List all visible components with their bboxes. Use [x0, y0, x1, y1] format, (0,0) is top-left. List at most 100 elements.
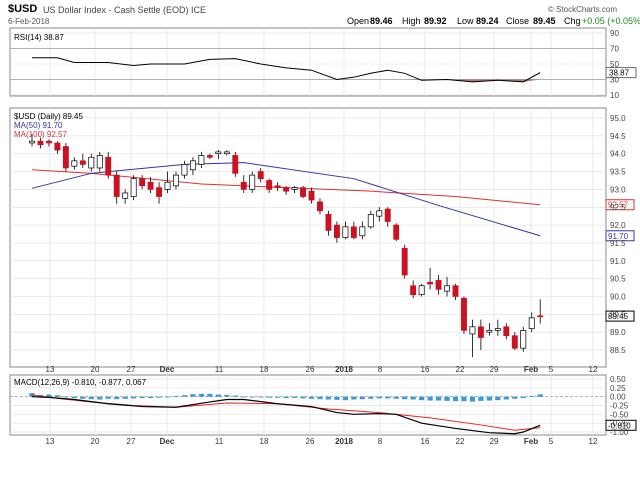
candle-body — [62, 146, 69, 169]
quote-date: 6-Feb-2018 — [8, 17, 50, 26]
macd-histogram-bar — [139, 396, 145, 399]
x-axis-tick-label: 2018 — [335, 365, 353, 374]
high-label: High — [402, 16, 421, 26]
macd-histogram-bar — [486, 396, 492, 401]
macd-histogram-bar — [393, 396, 399, 399]
macd-tick-label: -0.75 — [610, 419, 629, 428]
chg-value: +0.05 (+0.05%) — [582, 16, 640, 26]
macd-histogram-bar — [503, 396, 509, 400]
candle-body — [435, 280, 442, 290]
candle-body — [206, 155, 213, 158]
ma100-value-badge-label: 92.57 — [608, 201, 629, 210]
candle-body — [156, 187, 162, 197]
price-tick-label: 92.0 — [610, 221, 626, 230]
macd-histogram-bar — [232, 395, 238, 397]
rsi-tick-label: 30 — [610, 76, 619, 85]
candle-body — [240, 181, 247, 190]
ma50-value-badge — [605, 230, 635, 242]
candle-body — [71, 160, 78, 167]
macd-histogram-bar — [435, 396, 442, 401]
price-tick-label: 88.5 — [610, 346, 626, 355]
x-axis-tick-label: 11 — [215, 365, 224, 374]
price-legend-ma50: MA(50) 91.70 — [14, 121, 63, 130]
macd-histogram-bar — [224, 394, 230, 397]
price-tick-label: 93.5 — [610, 168, 626, 177]
candle-body — [223, 151, 230, 155]
last-price-badge — [605, 310, 635, 322]
price-tick-label: 89.5 — [610, 310, 626, 319]
macd-histogram-bar — [478, 396, 484, 401]
macd-histogram-bar — [241, 396, 247, 398]
candle-body — [537, 315, 544, 318]
candle-body — [520, 330, 527, 349]
x-axis-tick-label: 16 — [421, 365, 430, 374]
x-axis-tick-label: 5 — [549, 365, 554, 374]
candle-body — [342, 226, 349, 238]
candle-body — [401, 247, 408, 276]
candle-body — [266, 180, 273, 190]
candle-body — [215, 151, 222, 155]
macd-legend: MACD(12,26,9) -0.810, -0.877, 0.067 — [14, 378, 147, 387]
candle-body — [384, 208, 391, 222]
low-value: 89.24 — [476, 16, 499, 26]
x-axis-tick-label: 27 — [127, 365, 136, 374]
macd-value-label: -0.810 — [608, 421, 631, 430]
macd-tick-label: -0.25 — [610, 402, 629, 411]
macd-histogram-bar — [275, 396, 281, 398]
macd-tick-label: -1.00 — [610, 428, 629, 437]
macd-histogram-bar — [461, 396, 467, 402]
macd-histogram-bar — [317, 396, 323, 400]
rsi-value-label: 38.87 — [609, 69, 630, 78]
x-axis-tick-label: 2018 — [335, 437, 353, 446]
x-axis-tick-label: 12 — [589, 437, 598, 446]
macd-histogram-bar — [164, 396, 171, 398]
last-price-badge-label: 89.45 — [608, 312, 629, 321]
x-axis-tick-label: Feb — [524, 365, 538, 374]
macd-histogram-bar — [207, 393, 213, 397]
price-tick-label: 91.0 — [610, 257, 626, 266]
candle-body — [317, 201, 323, 212]
macd-histogram-bar — [537, 394, 543, 397]
macd-histogram-bar — [63, 396, 69, 398]
x-axis-tick-label: 29 — [490, 365, 499, 374]
macd-histogram-bar — [368, 396, 374, 399]
price-legend-main: $USD (Daily) 89.45 — [14, 112, 83, 121]
macd-histogram-bar — [181, 395, 188, 397]
macd-histogram-bar — [147, 396, 154, 399]
candle-body — [105, 156, 112, 176]
macd-histogram-bar — [308, 396, 315, 399]
ma50-line — [31, 162, 541, 237]
candle-body — [477, 326, 484, 338]
macd-histogram-bar — [452, 396, 459, 402]
macd-histogram-bar — [266, 396, 272, 398]
x-axis-tick-label: 13 — [46, 437, 55, 446]
x-axis-tick-label: 13 — [46, 365, 55, 374]
price-tick-label: 91.5 — [610, 239, 626, 248]
macd-tick-label: 0.25 — [610, 384, 626, 393]
candle-body — [461, 297, 467, 331]
macd-value-badge — [605, 419, 637, 431]
x-axis-tick-label: 18 — [260, 437, 269, 446]
rsi-tick-label: 50 — [610, 60, 619, 69]
candle-body — [232, 155, 239, 174]
price-tick-label: 90.5 — [610, 275, 626, 284]
candle-body — [249, 174, 256, 190]
x-axis-tick-label: 12 — [589, 365, 598, 374]
candle-body — [54, 142, 61, 151]
ma50-value-badge-label: 91.70 — [608, 232, 629, 241]
macd-histogram-bar — [114, 396, 120, 400]
candle-body — [130, 178, 137, 197]
macd-histogram-bar — [334, 396, 340, 400]
open-label: Open — [347, 16, 370, 26]
macd-histogram-bar — [71, 396, 77, 399]
candle-body — [528, 317, 535, 329]
candle-body — [164, 181, 171, 190]
macd-tick-label: 0.50 — [610, 375, 626, 384]
macd-histogram-bar — [97, 396, 103, 400]
x-axis-tick-label: Dec — [160, 437, 175, 446]
macd-histogram-bar — [342, 396, 348, 401]
candle-body — [257, 171, 264, 180]
brand-logo: © StockCharts.com — [548, 5, 618, 14]
close-value: 89.45 — [533, 16, 556, 26]
macd-histogram-bar — [258, 396, 264, 398]
